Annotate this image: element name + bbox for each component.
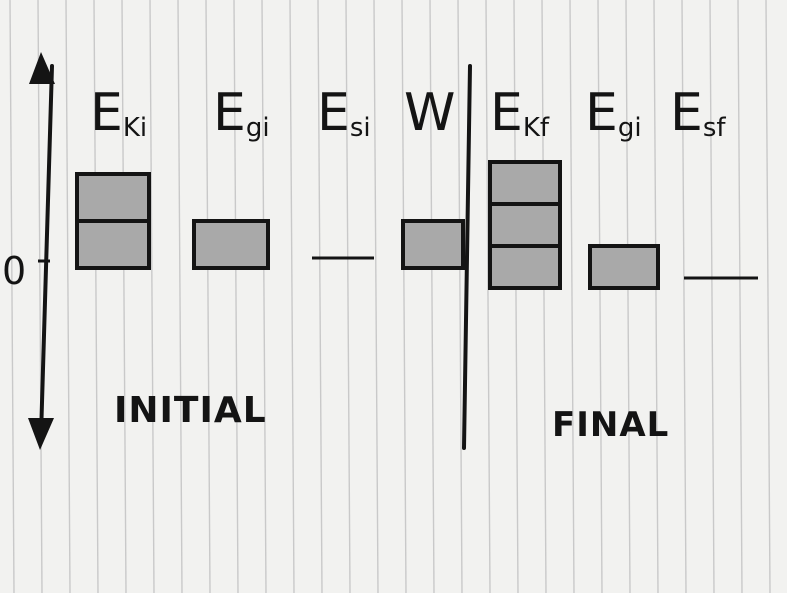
ruled-line <box>317 0 323 593</box>
bar-label-subscript: Kf <box>523 113 550 143</box>
bar-block-ekf-final <box>488 202 562 248</box>
bar-label-subscript: gi <box>246 113 270 143</box>
zero-label: 0 <box>2 249 26 293</box>
bar-label-ekf-final: EKf <box>490 83 550 143</box>
ruled-line <box>765 0 771 593</box>
axis-line <box>39 64 54 438</box>
bar-block-w-initial <box>401 219 465 270</box>
ruled-line <box>737 0 743 593</box>
bar-label-symbol: W <box>404 83 455 143</box>
section-label-final: FINAL <box>552 405 669 445</box>
bar-block-eki-initial <box>75 219 151 270</box>
ruled-line <box>93 0 99 593</box>
ruled-line <box>653 0 659 593</box>
ruled-line <box>625 0 631 593</box>
ruled-line <box>9 0 15 593</box>
bar-block-ekf-final <box>488 244 562 290</box>
ruled-line <box>597 0 603 593</box>
bar-group <box>75 160 758 290</box>
bar-label-symbol: E <box>670 83 703 143</box>
notebook-rules <box>9 0 771 593</box>
bar-label-w-initial: W <box>404 83 455 143</box>
bar-label-eki-initial: EKi <box>90 83 147 143</box>
bar-block-eki-initial <box>75 172 151 223</box>
section-label-initial: INITIAL <box>114 390 267 431</box>
ruled-line <box>513 0 519 593</box>
bar-label-egi-initial: Egi <box>213 83 270 143</box>
ruled-line <box>149 0 155 593</box>
bar-label-subscript: gi <box>618 113 642 143</box>
ruled-line <box>345 0 351 593</box>
ruled-line <box>37 0 43 593</box>
bar-label-subscript: sf <box>703 113 727 143</box>
bar-label-symbol: E <box>585 83 618 143</box>
ruled-line <box>401 0 407 593</box>
bar-label-symbol: E <box>90 83 123 143</box>
bar-label-subscript: Ki <box>123 113 147 143</box>
ruled-line <box>65 0 71 593</box>
ruled-line <box>541 0 547 593</box>
ruled-line <box>709 0 715 593</box>
axis-arrow-down-icon <box>28 418 54 450</box>
bar-block-egi-initial <box>192 219 270 270</box>
bar-label-symbol: E <box>317 83 350 143</box>
bar-block-ekf-final <box>488 160 562 206</box>
bar-label-esi-initial: Esi <box>317 83 371 143</box>
initial-final-divider <box>462 64 472 450</box>
axis-arrow-up-icon <box>29 52 55 84</box>
bar-label-esf-final: Esf <box>670 83 726 143</box>
ruled-line <box>681 0 687 593</box>
bar-label-symbol: E <box>213 83 246 143</box>
bar-label-symbol: E <box>490 83 523 143</box>
ruled-line <box>429 0 435 593</box>
ruled-line <box>205 0 211 593</box>
energy-axis: 0 <box>2 52 55 450</box>
bar-label-subscript: si <box>350 113 371 143</box>
ruled-line <box>373 0 379 593</box>
ruled-line <box>485 0 491 593</box>
bar-block-egi-final <box>588 244 660 290</box>
ruled-line <box>121 0 127 593</box>
ruled-line <box>289 0 295 593</box>
ruled-line <box>457 0 463 593</box>
ruled-line <box>233 0 239 593</box>
bar-labels: EKi Egi Esi W EKf Egi Esf <box>90 83 726 143</box>
ruled-line <box>261 0 267 593</box>
bar-label-egi-final: Egi <box>585 83 642 143</box>
ruled-line <box>177 0 183 593</box>
ruled-line <box>569 0 575 593</box>
